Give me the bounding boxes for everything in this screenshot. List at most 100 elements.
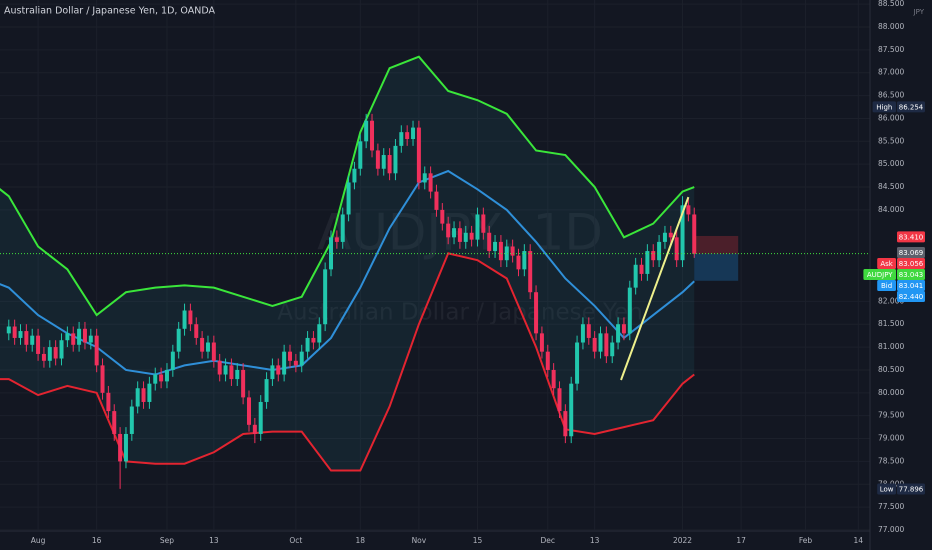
candle-body [112, 411, 117, 434]
price-label-value: 83.069 [899, 249, 924, 257]
candle-body [668, 232, 673, 238]
position-target [694, 253, 739, 281]
price-label-tag-box [877, 257, 896, 269]
candle-body [106, 392, 111, 412]
candle-body [53, 347, 58, 359]
x-tick-label: 18 [356, 536, 366, 545]
candle-body [393, 145, 398, 174]
y-tick-label: 77.500 [878, 502, 904, 511]
candle-body [30, 335, 35, 345]
candle-body [493, 241, 498, 252]
candle-body [65, 333, 70, 341]
x-tick-label: 15 [473, 536, 483, 545]
candle-body [516, 255, 521, 270]
candle-body [47, 347, 52, 361]
candle-body [446, 223, 451, 238]
candle-body [282, 351, 287, 375]
candle-body [569, 383, 574, 437]
candle-body [358, 141, 363, 169]
candle-body [346, 182, 351, 215]
candle-body [627, 287, 632, 334]
candle-body [510, 246, 515, 256]
band-line [0, 169, 695, 376]
price-label-value: 77.896 [899, 486, 924, 494]
currency-label: JPY [913, 8, 925, 16]
candle-body [293, 360, 298, 366]
candle-body [475, 214, 480, 240]
band-line [0, 252, 695, 472]
candle-body [633, 264, 638, 288]
y-tick-label: 79.500 [878, 411, 904, 420]
candle-body [463, 232, 468, 242]
y-tick-label: 85.000 [878, 159, 904, 168]
candle-body [317, 324, 322, 343]
price-label-tag-box [877, 483, 896, 495]
x-tick-label: Dec [541, 536, 556, 545]
y-tick-label: 80.000 [878, 388, 904, 397]
y-tick-label: 88.000 [878, 22, 904, 31]
candle-body [411, 127, 416, 140]
candle-body [352, 168, 357, 183]
candle-body [194, 324, 199, 338]
price-label-box [897, 483, 925, 495]
candle-body [457, 228, 462, 242]
candle-body [94, 335, 99, 366]
price-label-value: 83.041 [899, 282, 924, 290]
candle-body [71, 333, 76, 345]
candle-body [311, 337, 316, 343]
candle-body [205, 342, 210, 352]
price-label-box [897, 290, 925, 302]
trendline [620, 196, 690, 381]
price-label-box [897, 101, 925, 113]
axis-layer: 88.500 88.000 87.500 87.000 86.500 86.000 85.5… [31, 0, 925, 545]
y-tick-label: 81.000 [878, 342, 904, 351]
candle-body [141, 388, 146, 402]
candle-body [147, 383, 152, 402]
candle-body [200, 337, 205, 352]
candle-body [645, 251, 650, 274]
y-tick-label: 84.000 [878, 205, 904, 214]
x-tick-label: 16 [92, 536, 102, 545]
candle-body [329, 237, 334, 270]
candle-body [170, 351, 175, 370]
x-tick-label: Feb [799, 536, 813, 545]
price-label-tag-box [863, 268, 896, 280]
candle-body [229, 365, 234, 380]
candle-body [129, 406, 134, 434]
y-tick-label: 84.500 [878, 182, 904, 191]
x-tick-label: Aug [31, 536, 46, 545]
x-tick-label: Oct [289, 536, 302, 545]
x-tick-label: 13 [209, 536, 219, 545]
candle-body [123, 433, 128, 462]
candle-body [399, 132, 404, 146]
candle-body [288, 351, 292, 361]
candle-body [686, 205, 691, 215]
price-label-tag: Ask [880, 260, 893, 268]
candle-body [604, 333, 609, 357]
candle-body [164, 369, 169, 382]
candle-body [545, 351, 550, 370]
y-tick-label: 86.500 [878, 91, 904, 100]
price-label-box [897, 231, 925, 243]
candle-body [334, 237, 339, 242]
candle-body [258, 401, 263, 434]
candle-body [252, 424, 257, 434]
x-tick-label: Nov [412, 536, 427, 545]
price-label-value: 83.056 [899, 260, 924, 268]
price-label-value: 83.043 [899, 271, 924, 279]
candle-body [159, 374, 164, 382]
candle-body [416, 127, 421, 183]
candle-body [24, 331, 29, 345]
candle-body [217, 360, 222, 375]
candle-body [182, 310, 187, 329]
candle-body [434, 191, 439, 210]
candle-body [387, 155, 392, 174]
price-label-box [897, 279, 925, 291]
candle-body [528, 251, 533, 293]
candle-body [557, 388, 562, 412]
y-tick-label: 82.000 [878, 296, 904, 305]
x-tick-label: 13 [590, 536, 600, 545]
